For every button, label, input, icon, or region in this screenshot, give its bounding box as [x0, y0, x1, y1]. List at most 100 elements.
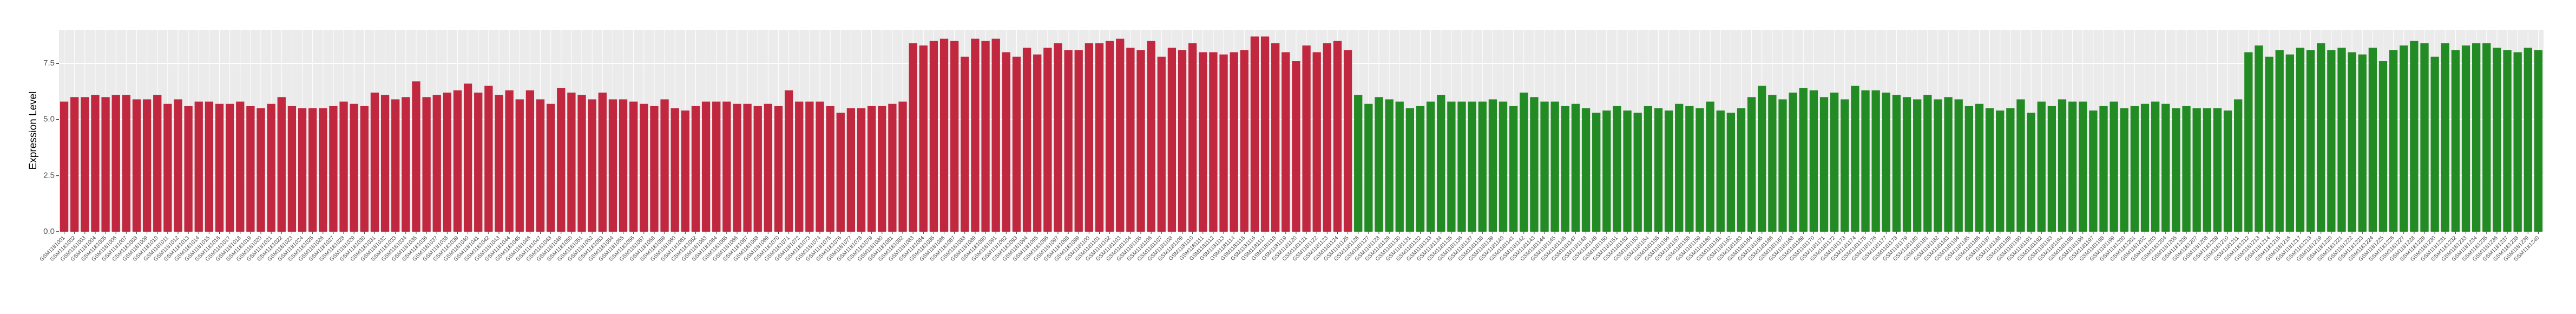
- bar: [2006, 108, 2015, 232]
- bar: [1250, 36, 1259, 232]
- bar: [660, 99, 669, 232]
- bar: [2058, 99, 2067, 232]
- bar: [846, 108, 856, 232]
- bar: [919, 45, 928, 232]
- bar: [701, 101, 711, 232]
- bar: [722, 101, 731, 232]
- bar: [1095, 43, 1104, 232]
- bar: [2172, 108, 2180, 232]
- bar: [1685, 106, 1694, 232]
- bar: [1395, 101, 1404, 232]
- bar: [1488, 99, 1497, 232]
- bar: [1706, 101, 1714, 232]
- bar: [2472, 43, 2481, 232]
- bar: [619, 99, 628, 232]
- bar: [1375, 97, 1383, 232]
- bar: [1985, 108, 1994, 232]
- bar: [267, 103, 275, 232]
- bar: [1696, 108, 1704, 232]
- bar: [2461, 45, 2470, 232]
- bar: [1188, 43, 1197, 232]
- bar: [2110, 101, 2118, 232]
- bar: [1975, 103, 1984, 232]
- bar: [257, 108, 265, 232]
- bar: [2493, 48, 2501, 232]
- bar: [836, 113, 845, 232]
- bar: [1022, 48, 1031, 232]
- bar: [1830, 93, 1839, 232]
- bar: [505, 90, 514, 232]
- bar: [525, 90, 535, 232]
- bar: [2037, 101, 2046, 232]
- bar: [194, 101, 203, 232]
- bar: [784, 90, 793, 232]
- bar: [2441, 43, 2449, 232]
- bar: [1902, 97, 1911, 232]
- bar: [764, 103, 772, 232]
- bar: [101, 97, 110, 232]
- bar: [557, 88, 566, 232]
- bar: [60, 101, 69, 232]
- bar: [1737, 108, 1746, 232]
- bar: [1841, 99, 1849, 232]
- bar: [432, 95, 441, 232]
- bar: [1851, 86, 1859, 232]
- bar: [1219, 54, 1228, 232]
- bar: [1623, 110, 1632, 232]
- bar: [1581, 108, 1591, 232]
- bar: [215, 103, 224, 232]
- bar: [1116, 38, 1125, 232]
- bar: [2213, 108, 2222, 232]
- bar: [733, 103, 741, 232]
- bar: [857, 108, 866, 232]
- bar: [753, 106, 762, 232]
- bar: [2120, 108, 2128, 232]
- bar: [1240, 50, 1248, 232]
- bar: [598, 93, 607, 232]
- bar: [1768, 95, 1777, 232]
- bar: [1385, 99, 1394, 232]
- bar: [205, 101, 214, 232]
- bar: [1561, 106, 1569, 232]
- bar: [1819, 97, 1829, 232]
- bar: [546, 103, 555, 232]
- bar: [484, 86, 493, 232]
- bar: [225, 103, 234, 232]
- y-tick-label: 2.5: [43, 171, 55, 180]
- bar: [671, 108, 679, 232]
- bar: [236, 101, 245, 232]
- bar: [1644, 106, 1652, 232]
- bar: [1726, 113, 1736, 232]
- bar: [1550, 101, 1559, 232]
- bar: [319, 108, 327, 232]
- bar: [495, 95, 503, 232]
- bar: [1209, 52, 1218, 232]
- bar: [2410, 41, 2419, 232]
- bar: [1509, 106, 1518, 232]
- bar: [2451, 50, 2460, 232]
- bar: [380, 95, 390, 232]
- bar: [1271, 43, 1280, 232]
- bar: [1105, 41, 1114, 232]
- bar: [1178, 50, 1187, 232]
- bar: [443, 93, 451, 232]
- bar: [991, 38, 1000, 232]
- bar: [1675, 103, 1684, 232]
- bar: [277, 97, 286, 232]
- bar: [1664, 110, 1673, 232]
- bar: [867, 106, 876, 232]
- bar: [1364, 103, 1373, 232]
- bar: [2358, 54, 2367, 232]
- bar: [2027, 113, 2035, 232]
- bar: [805, 101, 814, 232]
- plot-panel: [59, 30, 2544, 232]
- bar: [1861, 90, 1870, 232]
- bar: [308, 108, 317, 232]
- y-axis-label: Expression Level: [28, 91, 39, 170]
- bar: [2503, 50, 2512, 232]
- bar: [1996, 110, 2005, 232]
- bar: [1934, 99, 1942, 232]
- bar: [2130, 106, 2139, 232]
- bar: [2296, 48, 2305, 232]
